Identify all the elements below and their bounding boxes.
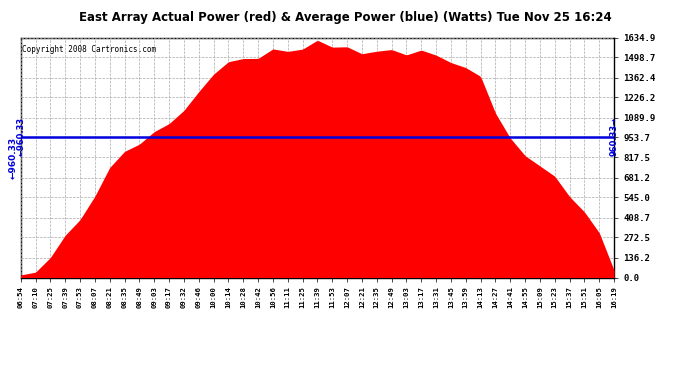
Text: ←960.33: ←960.33 <box>9 136 18 178</box>
Text: Copyright 2008 Cartronics.com: Copyright 2008 Cartronics.com <box>22 45 156 54</box>
Text: East Array Actual Power (red) & Average Power (blue) (Watts) Tue Nov 25 16:24: East Array Actual Power (red) & Average … <box>79 11 611 24</box>
Text: 960.33→: 960.33→ <box>609 117 619 156</box>
Text: ←960.33: ←960.33 <box>16 117 26 156</box>
